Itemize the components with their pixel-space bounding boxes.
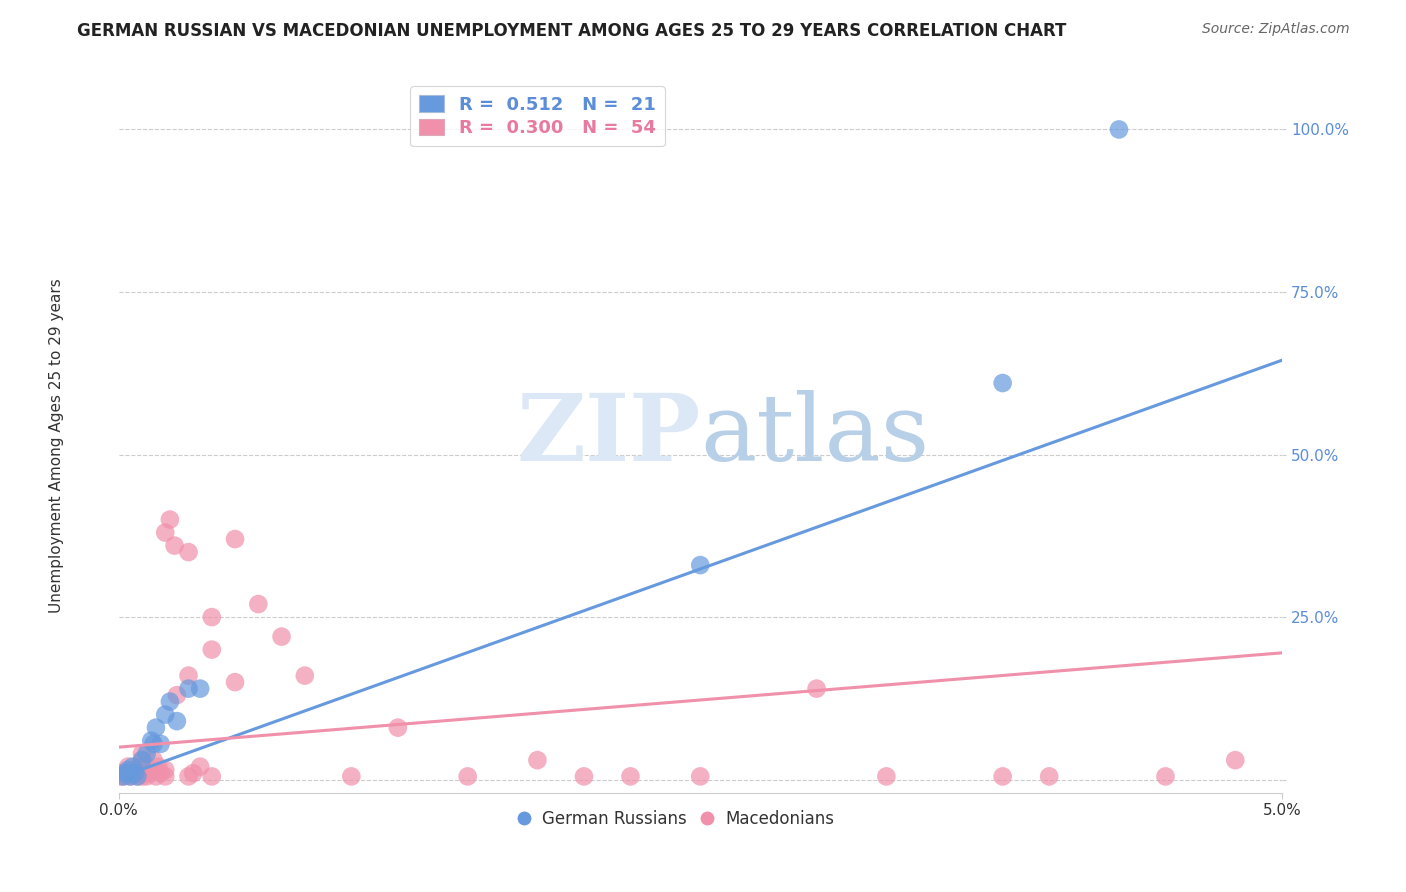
Point bbox=[121, 766, 143, 780]
Point bbox=[141, 763, 163, 777]
Point bbox=[247, 597, 270, 611]
Point bbox=[112, 769, 135, 783]
Point bbox=[131, 766, 153, 780]
Point bbox=[188, 681, 211, 696]
Point bbox=[181, 766, 204, 780]
Point bbox=[110, 766, 132, 780]
Point bbox=[131, 759, 153, 773]
Point bbox=[148, 759, 170, 773]
Point bbox=[145, 721, 167, 735]
Point bbox=[177, 769, 200, 783]
Text: atlas: atlas bbox=[700, 390, 929, 480]
Text: Source: ZipAtlas.com: Source: ZipAtlas.com bbox=[1202, 22, 1350, 37]
Point bbox=[145, 769, 167, 783]
Point bbox=[224, 675, 246, 690]
Point bbox=[689, 769, 711, 783]
Point bbox=[124, 766, 146, 780]
Point bbox=[294, 668, 316, 682]
Point bbox=[155, 763, 177, 777]
Point bbox=[166, 688, 188, 702]
Point bbox=[806, 681, 828, 696]
Point bbox=[117, 763, 139, 777]
Point bbox=[124, 763, 146, 777]
Legend: German Russians, Macedonians: German Russians, Macedonians bbox=[513, 803, 841, 834]
Point bbox=[1038, 769, 1060, 783]
Point bbox=[131, 753, 153, 767]
Point bbox=[689, 558, 711, 573]
Point bbox=[108, 769, 131, 783]
Point bbox=[159, 695, 181, 709]
Point bbox=[201, 610, 224, 624]
Point bbox=[188, 759, 211, 773]
Point bbox=[155, 525, 177, 540]
Point bbox=[387, 721, 409, 735]
Point bbox=[121, 759, 143, 773]
Point bbox=[112, 769, 135, 783]
Point bbox=[141, 733, 163, 747]
Point bbox=[1225, 753, 1247, 767]
Point bbox=[117, 759, 139, 773]
Point bbox=[135, 769, 157, 783]
Point bbox=[991, 769, 1014, 783]
Point bbox=[1108, 122, 1130, 136]
Point bbox=[131, 747, 153, 761]
Point bbox=[135, 747, 157, 761]
Text: GERMAN RUSSIAN VS MACEDONIAN UNEMPLOYMENT AMONG AGES 25 TO 29 YEARS CORRELATION : GERMAN RUSSIAN VS MACEDONIAN UNEMPLOYMEN… bbox=[77, 22, 1067, 40]
Point bbox=[572, 769, 595, 783]
Point bbox=[120, 769, 142, 783]
Point bbox=[114, 766, 136, 780]
Point bbox=[177, 681, 200, 696]
Point bbox=[142, 753, 165, 767]
Point bbox=[149, 737, 172, 751]
Point bbox=[991, 376, 1014, 390]
Point bbox=[1154, 769, 1177, 783]
Point bbox=[177, 668, 200, 682]
Text: Unemployment Among Ages 25 to 29 years: Unemployment Among Ages 25 to 29 years bbox=[49, 278, 63, 614]
Point bbox=[120, 769, 142, 783]
Point bbox=[224, 532, 246, 546]
Point bbox=[177, 545, 200, 559]
Point bbox=[142, 737, 165, 751]
Point bbox=[149, 766, 172, 780]
Point bbox=[138, 766, 160, 780]
Text: ZIP: ZIP bbox=[516, 390, 700, 480]
Point bbox=[201, 769, 224, 783]
Point bbox=[457, 769, 479, 783]
Point bbox=[131, 769, 153, 783]
Point bbox=[166, 714, 188, 728]
Point bbox=[619, 769, 641, 783]
Point bbox=[131, 753, 153, 767]
Point bbox=[127, 769, 149, 783]
Point bbox=[155, 769, 177, 783]
Point bbox=[340, 769, 363, 783]
Point bbox=[270, 630, 292, 644]
Point bbox=[127, 769, 149, 783]
Point bbox=[114, 766, 136, 780]
Point bbox=[875, 769, 897, 783]
Point bbox=[155, 707, 177, 722]
Point bbox=[526, 753, 548, 767]
Point bbox=[163, 539, 186, 553]
Point bbox=[201, 642, 224, 657]
Point bbox=[128, 766, 150, 780]
Point bbox=[159, 512, 181, 526]
